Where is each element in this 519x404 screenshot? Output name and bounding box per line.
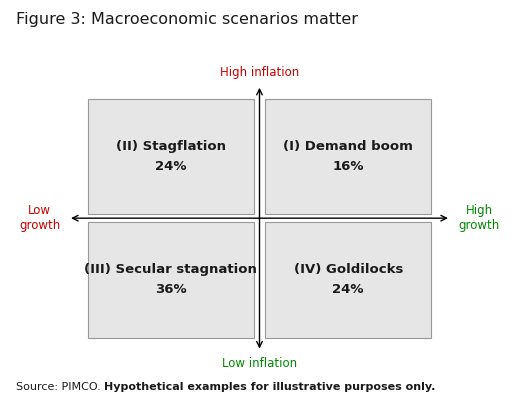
Text: Figure 3: Macroeconomic scenarios matter: Figure 3: Macroeconomic scenarios matter — [16, 12, 358, 27]
Text: Low
growth: Low growth — [19, 204, 60, 232]
Bar — [265, 99, 431, 214]
Text: (IV) Goldilocks
24%: (IV) Goldilocks 24% — [294, 263, 403, 297]
Text: High
growth: High growth — [459, 204, 500, 232]
Bar — [88, 222, 254, 338]
Bar — [88, 99, 254, 214]
Text: (II) Stagflation
24%: (II) Stagflation 24% — [116, 140, 226, 173]
Text: Source: PIMCO.: Source: PIMCO. — [16, 382, 104, 392]
Bar — [265, 222, 431, 338]
Text: (III) Secular stagnation
36%: (III) Secular stagnation 36% — [84, 263, 257, 297]
Text: Hypothetical examples for illustrative purposes only.: Hypothetical examples for illustrative p… — [104, 382, 435, 392]
Text: (I) Demand boom
16%: (I) Demand boom 16% — [283, 140, 413, 173]
Text: High inflation: High inflation — [220, 66, 299, 80]
Text: Low inflation: Low inflation — [222, 357, 297, 370]
